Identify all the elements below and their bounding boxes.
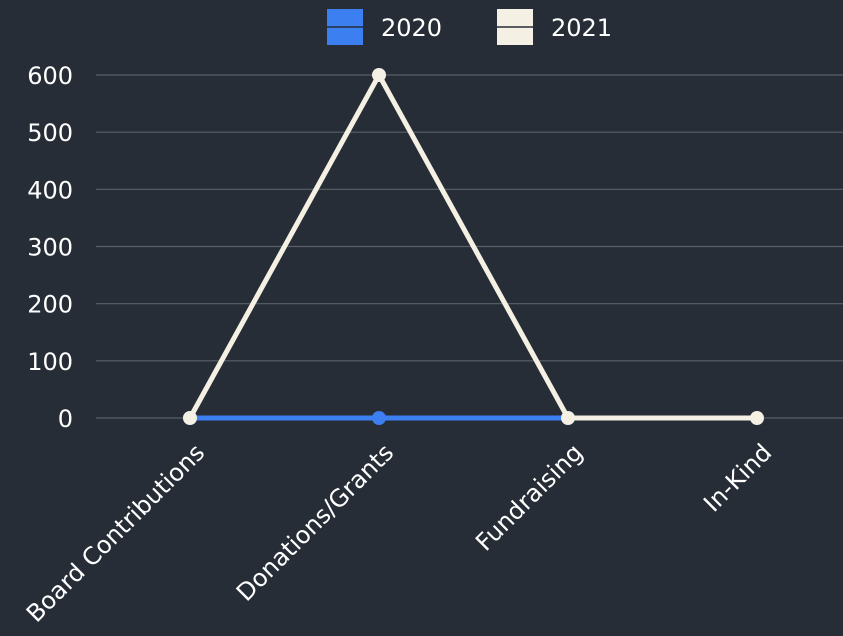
y-tick-label: 0 [58, 405, 73, 433]
legend-item-2021[interactable]: 2021 [497, 9, 612, 45]
y-tick-label: 500 [27, 119, 73, 147]
x-tick-label: In-Kind [698, 438, 777, 517]
y-axis-tick-labels: 0 100 200 300 400 500 600 [27, 62, 73, 433]
grid-lines [96, 74, 843, 419]
y-tick-label: 600 [27, 62, 73, 90]
data-point [183, 411, 197, 425]
series-line [187, 69, 757, 421]
data-point [750, 411, 764, 425]
x-tick-label: Donations/Grants [231, 438, 399, 606]
legend-item-2020[interactable]: 2020 [327, 9, 442, 45]
y-tick-label: 400 [27, 176, 73, 204]
data-point [372, 411, 386, 425]
x-tick-label: Board Contributions [21, 438, 210, 627]
legend-label: 2021 [551, 14, 612, 42]
y-tick-label: 200 [27, 291, 73, 319]
series-lines [183, 68, 764, 425]
series-2021 [183, 68, 764, 425]
x-axis-tick-labels: Board Contributions Donations/Grants Fundr… [21, 438, 777, 627]
data-point [372, 68, 386, 82]
legend-label: 2020 [381, 14, 442, 42]
y-tick-label: 100 [27, 348, 73, 376]
y-tick-label: 300 [27, 234, 73, 262]
data-point [561, 411, 575, 425]
series-2020 [183, 411, 575, 425]
legend: 2020 2021 [327, 9, 612, 45]
x-tick-label: Fundraising [470, 438, 588, 556]
